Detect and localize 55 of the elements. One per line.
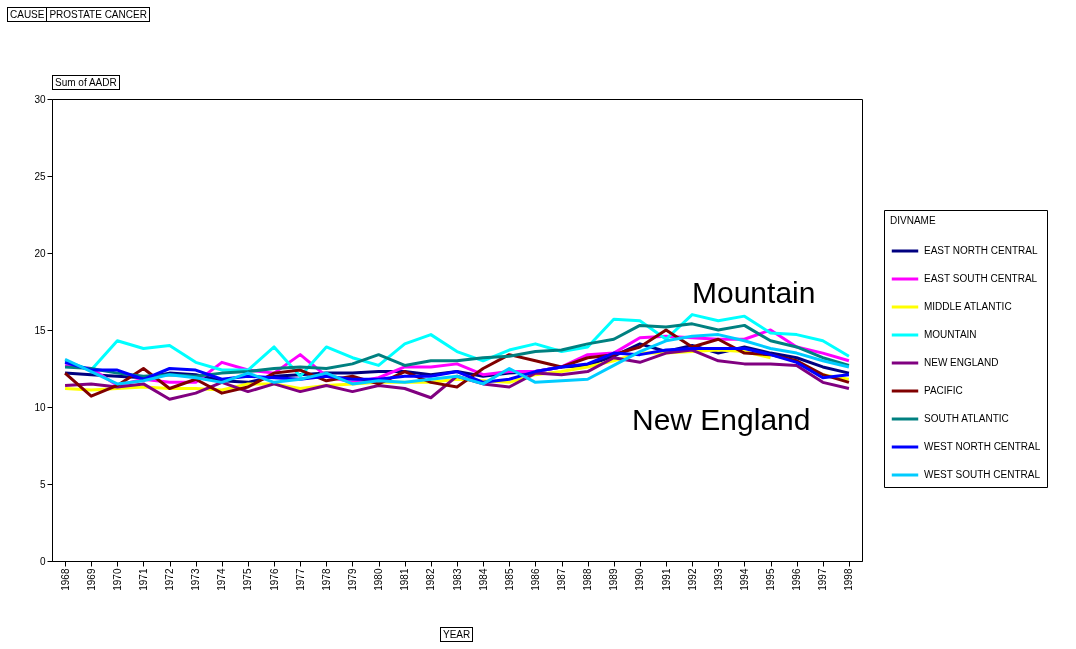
x-tick-label: 1988 [582,568,594,591]
x-tick-label: 1998 [843,568,855,591]
annotation: New England [632,403,811,436]
y-tick-label: 10 [34,401,46,413]
x-tick-label: 1984 [477,568,489,591]
x-tick-label: 1989 [608,568,620,591]
y-tick-label: 0 [39,555,46,567]
x-tick-label: 1974 [216,568,228,591]
x-tick-label: 1979 [346,568,358,591]
x-tick-label: 1990 [634,568,646,591]
x-tick-label: 1996 [791,568,803,591]
x-tick-label: 1983 [451,568,463,591]
x-tick-label: 1981 [399,568,411,591]
x-tick-label: 1968 [59,568,71,591]
x-tick-label: 1987 [556,568,568,591]
x-tick-label: 1971 [137,568,149,591]
legend-label: MOUNTAIN [924,329,977,340]
x-tick-label: 1982 [425,568,437,591]
x-tick-label: 1975 [242,568,254,591]
line-series [63,348,851,401]
x-tick-label: 1970 [111,568,123,591]
annotation: Mountain [692,276,816,309]
y-tick-label: 25 [34,170,46,182]
y-tick-label: 15 [34,324,46,336]
legend-title: DIVNAME [890,215,936,226]
legend-label: NEW ENGLAND [924,357,999,368]
legend-label: EAST NORTH CENTRAL [924,245,1038,256]
chart-title: CAUSE [9,8,46,21]
x-axis-title: YEAR [440,627,474,642]
legend-label: SOUTH ATLANTIC [924,413,1009,424]
x-tick-label: 1986 [529,568,541,591]
chart-subtitle: PROSTATE CANCER [46,8,149,21]
x-tick-label: 1994 [738,568,750,591]
x-tick-label: 1995 [765,568,777,591]
y-tick-label: 5 [39,478,46,490]
x-tick-label: 1992 [686,568,698,591]
y-tick-label: 30 [34,93,46,105]
legend-label: WEST SOUTH CENTRAL [924,469,1041,480]
legend-label: PACIFIC [924,385,963,396]
x-tick-label: 1991 [660,568,672,591]
x-tick-label: 1972 [164,568,176,591]
x-tick-label: 1976 [268,568,280,591]
x-tick-label: 1985 [503,568,515,591]
y-tick-label: 20 [34,247,46,259]
x-tick-label: 1980 [373,568,385,591]
x-tick-label: 1978 [320,568,332,591]
x-tick-label: 1993 [712,568,724,591]
legend-label: EAST SOUTH CENTRAL [924,273,1038,284]
legend-label: WEST NORTH CENTRAL [924,441,1041,452]
x-tick-label: 1997 [817,568,829,591]
x-tick-label: 1973 [190,568,202,591]
x-tick-label: 1977 [294,568,306,591]
legend-label: MIDDLE ATLANTIC [924,301,1012,312]
y-axis-title: Sum of AADR [52,75,120,90]
x-tick-label: 1969 [85,568,97,591]
